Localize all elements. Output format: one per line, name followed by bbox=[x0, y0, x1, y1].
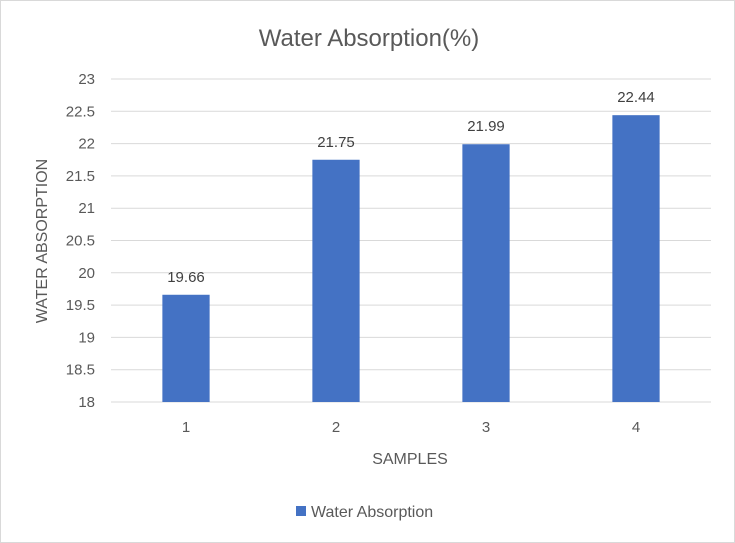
y-tick-label: 19.5 bbox=[66, 297, 95, 314]
y-tick-label: 22.5 bbox=[66, 103, 95, 120]
gridlines bbox=[111, 78, 711, 403]
x-axis-title: SAMPLES bbox=[372, 451, 448, 468]
data-label: 22.44 bbox=[617, 89, 655, 106]
chart-title: Water Absorption(%) bbox=[259, 25, 480, 52]
y-axis-ticks: 18 18.5 19 19.5 20 20.5 21 21.5 22 22.5 23 bbox=[66, 71, 95, 411]
y-tick-label: 23 bbox=[78, 71, 95, 88]
y-tick-label: 18.5 bbox=[66, 362, 95, 379]
y-tick-label: 19 bbox=[78, 329, 95, 346]
bar bbox=[162, 294, 210, 402]
bars bbox=[162, 115, 660, 403]
data-label: 21.75 bbox=[317, 134, 355, 151]
bar bbox=[612, 115, 660, 403]
x-axis-ticks: 1 2 3 4 bbox=[182, 419, 640, 436]
legend-label: Water Absorption bbox=[311, 504, 433, 521]
y-tick-label: 18 bbox=[78, 394, 95, 411]
legend: Water Absorption bbox=[296, 504, 433, 521]
legend-swatch bbox=[296, 506, 306, 516]
x-tick-label: 1 bbox=[182, 419, 190, 436]
bar bbox=[462, 144, 510, 402]
x-tick-label: 3 bbox=[482, 419, 490, 436]
data-label: 19.66 bbox=[167, 269, 205, 286]
y-tick-label: 21 bbox=[78, 200, 95, 217]
y-tick-label: 21.5 bbox=[66, 168, 95, 185]
y-tick-label: 20.5 bbox=[66, 233, 95, 250]
bar bbox=[312, 159, 360, 402]
x-tick-label: 2 bbox=[332, 419, 340, 436]
y-tick-label: 20 bbox=[78, 265, 95, 282]
data-label: 21.99 bbox=[467, 118, 505, 135]
x-tick-label: 4 bbox=[632, 419, 640, 436]
data-labels: 19.66 21.75 21.99 22.44 bbox=[167, 89, 655, 286]
y-tick-label: 22 bbox=[78, 136, 95, 153]
y-axis-title: WATER ABSORPTION bbox=[34, 159, 51, 323]
